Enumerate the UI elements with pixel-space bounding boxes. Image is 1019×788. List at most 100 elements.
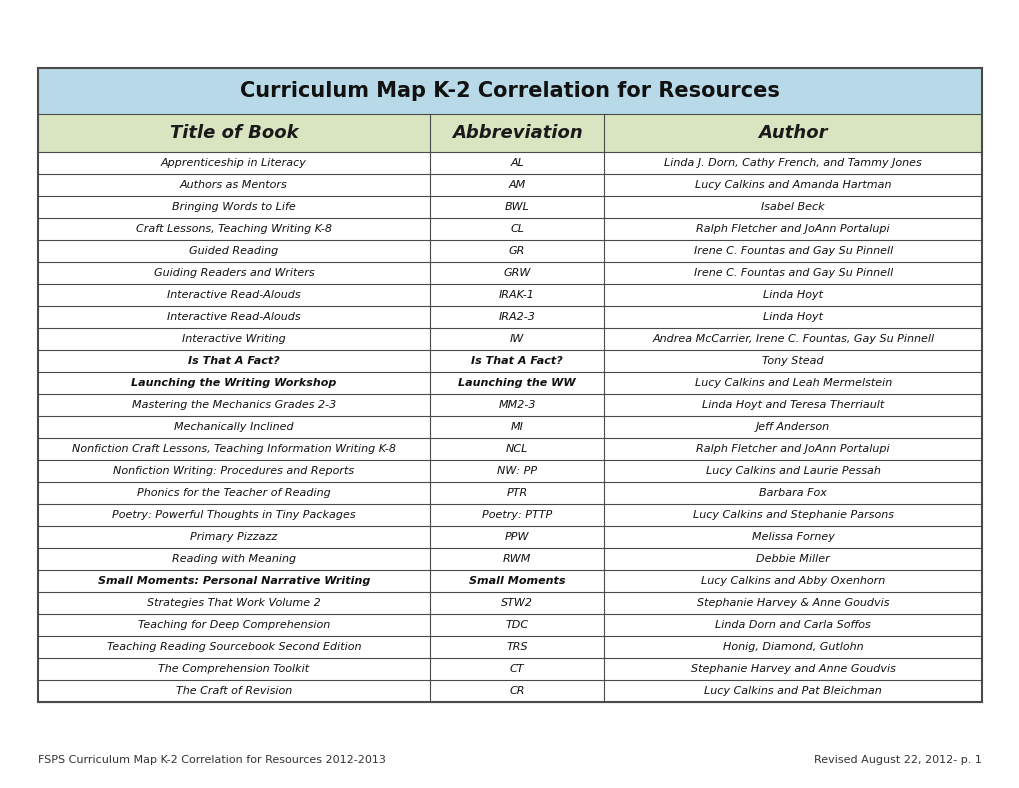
Text: Small Moments: Small Moments [469,576,565,586]
Text: Poetry: Powerful Thoughts in Tiny Packages: Poetry: Powerful Thoughts in Tiny Packag… [112,510,356,520]
Text: BWL: BWL [504,202,529,212]
Text: Revised August 22, 2012- p. 1: Revised August 22, 2012- p. 1 [813,755,981,765]
Text: Is That A Fact?: Is That A Fact? [187,356,279,366]
Text: Linda Hoyt and Teresa Therriault: Linda Hoyt and Teresa Therriault [701,400,883,410]
Text: TRS: TRS [505,642,528,652]
Text: Irene C. Fountas and Gay Su Pinnell: Irene C. Fountas and Gay Su Pinnell [693,246,892,256]
Text: Guided Reading: Guided Reading [190,246,278,256]
Text: CR: CR [508,686,525,696]
Text: Linda Hoyt: Linda Hoyt [762,290,822,300]
Text: Isabel Beck: Isabel Beck [760,202,824,212]
Text: Launching the WW: Launching the WW [458,378,576,388]
Bar [38,460,981,482]
Text: Bringing Words to Life: Bringing Words to Life [172,202,296,212]
Bar [38,636,981,658]
Bar [38,680,981,702]
Text: Interactive Read-Alouds: Interactive Read-Alouds [167,290,301,300]
Bar [38,658,981,680]
Text: Tony Stead: Tony Stead [761,356,823,366]
Text: The Comprehension Toolkit: The Comprehension Toolkit [158,664,309,674]
Text: GRW: GRW [503,268,530,278]
Text: Lucy Calkins and Leah Mermelstein: Lucy Calkins and Leah Mermelstein [694,378,891,388]
Bar [38,416,981,438]
Text: Strategies That Work Volume 2: Strategies That Work Volume 2 [147,598,320,608]
Text: Honig, Diamond, Gutlohn: Honig, Diamond, Gutlohn [722,642,863,652]
Text: Launching the Writing Workshop: Launching the Writing Workshop [131,378,336,388]
Text: IW: IW [510,334,524,344]
Text: TDC: TDC [505,620,528,630]
Bar [38,262,981,284]
Bar [38,174,981,196]
Text: Andrea McCarrier, Irene C. Fountas, Gay Su Pinnell: Andrea McCarrier, Irene C. Fountas, Gay … [651,334,933,344]
Text: Melissa Forney: Melissa Forney [751,532,834,542]
Text: Primary Pizzazz: Primary Pizzazz [191,532,277,542]
Bar [38,482,981,504]
Bar [38,350,981,372]
Text: Author: Author [758,124,827,142]
Text: Mastering the Mechanics Grades 2-3: Mastering the Mechanics Grades 2-3 [131,400,335,410]
Text: Lucy Calkins and Amanda Hartman: Lucy Calkins and Amanda Hartman [694,180,891,190]
Text: Jeff Anderson: Jeff Anderson [755,422,829,432]
Text: Ralph Fletcher and JoAnn Portalupi: Ralph Fletcher and JoAnn Portalupi [696,444,890,454]
Text: Lucy Calkins and Stephanie Parsons: Lucy Calkins and Stephanie Parsons [692,510,893,520]
Text: CT: CT [510,664,524,674]
Bar [38,240,981,262]
Text: IRA2-3: IRA2-3 [498,312,535,322]
Bar [38,306,981,328]
Bar [38,284,981,306]
Text: Poetry: PTTP: Poetry: PTTP [482,510,551,520]
Text: Apprenticeship in Literacy: Apprenticeship in Literacy [161,158,307,168]
Text: Craft Lessons, Teaching Writing K-8: Craft Lessons, Teaching Writing K-8 [136,224,331,234]
Bar [38,526,981,548]
Text: NW: PP: NW: PP [496,466,537,476]
Bar [38,504,981,526]
Text: Guiding Readers and Writers: Guiding Readers and Writers [154,268,314,278]
Text: Teaching Reading Sourcebook Second Edition: Teaching Reading Sourcebook Second Editi… [107,642,361,652]
Bar [38,196,981,218]
Text: FSPS Curriculum Map K-2 Correlation for Resources 2012-2013: FSPS Curriculum Map K-2 Correlation for … [38,755,385,765]
Text: Phonics for the Teacher of Reading: Phonics for the Teacher of Reading [137,488,330,498]
Text: Small Moments: Personal Narrative Writing: Small Moments: Personal Narrative Writin… [98,576,370,586]
Text: Debbie Miller: Debbie Miller [755,554,829,564]
Text: Reading with Meaning: Reading with Meaning [171,554,296,564]
Text: Lucy Calkins and Laurie Pessah: Lucy Calkins and Laurie Pessah [705,466,879,476]
Text: Nonfiction Writing: Procedures and Reports: Nonfiction Writing: Procedures and Repor… [113,466,354,476]
Text: Mechanically Inclined: Mechanically Inclined [174,422,293,432]
Bar [38,570,981,592]
Text: Stephanie Harvey and Anne Goudvis: Stephanie Harvey and Anne Goudvis [690,664,895,674]
Text: MM2-3: MM2-3 [498,400,535,410]
Text: IRAK-1: IRAK-1 [498,290,535,300]
Text: RWM: RWM [502,554,531,564]
Text: Title of Book: Title of Book [169,124,298,142]
Bar [38,114,981,152]
Text: Authors as Mentors: Authors as Mentors [179,180,287,190]
Text: PPW: PPW [504,532,529,542]
Text: Nonfiction Craft Lessons, Teaching Information Writing K-8: Nonfiction Craft Lessons, Teaching Infor… [71,444,395,454]
Text: The Craft of Revision: The Craft of Revision [175,686,291,696]
Bar [38,548,981,570]
Text: PTR: PTR [506,488,527,498]
Text: Lucy Calkins and Pat Bleichman: Lucy Calkins and Pat Bleichman [704,686,881,696]
Text: Linda J. Dorn, Cathy French, and Tammy Jones: Linda J. Dorn, Cathy French, and Tammy J… [663,158,921,168]
Text: Lucy Calkins and Abby Oxenhorn: Lucy Calkins and Abby Oxenhorn [700,576,884,586]
Bar [38,438,981,460]
Bar [38,218,981,240]
Text: MI: MI [511,422,523,432]
Text: Linda Hoyt: Linda Hoyt [762,312,822,322]
Bar [38,372,981,394]
Text: Teaching for Deep Comprehension: Teaching for Deep Comprehension [138,620,330,630]
Bar [38,592,981,614]
Bar [38,614,981,636]
Bar [38,328,981,350]
Text: Interactive Writing: Interactive Writing [181,334,285,344]
Bar [38,68,981,114]
Text: AM: AM [507,180,525,190]
Text: CL: CL [510,224,524,234]
Text: Stephanie Harvey & Anne Goudvis: Stephanie Harvey & Anne Goudvis [696,598,889,608]
Text: Ralph Fletcher and JoAnn Portalupi: Ralph Fletcher and JoAnn Portalupi [696,224,890,234]
Text: NCL: NCL [505,444,528,454]
Bar [38,394,981,416]
Text: Is That A Fact?: Is That A Fact? [471,356,562,366]
Text: Barbara Fox: Barbara Fox [758,488,826,498]
Text: Interactive Read-Alouds: Interactive Read-Alouds [167,312,301,322]
